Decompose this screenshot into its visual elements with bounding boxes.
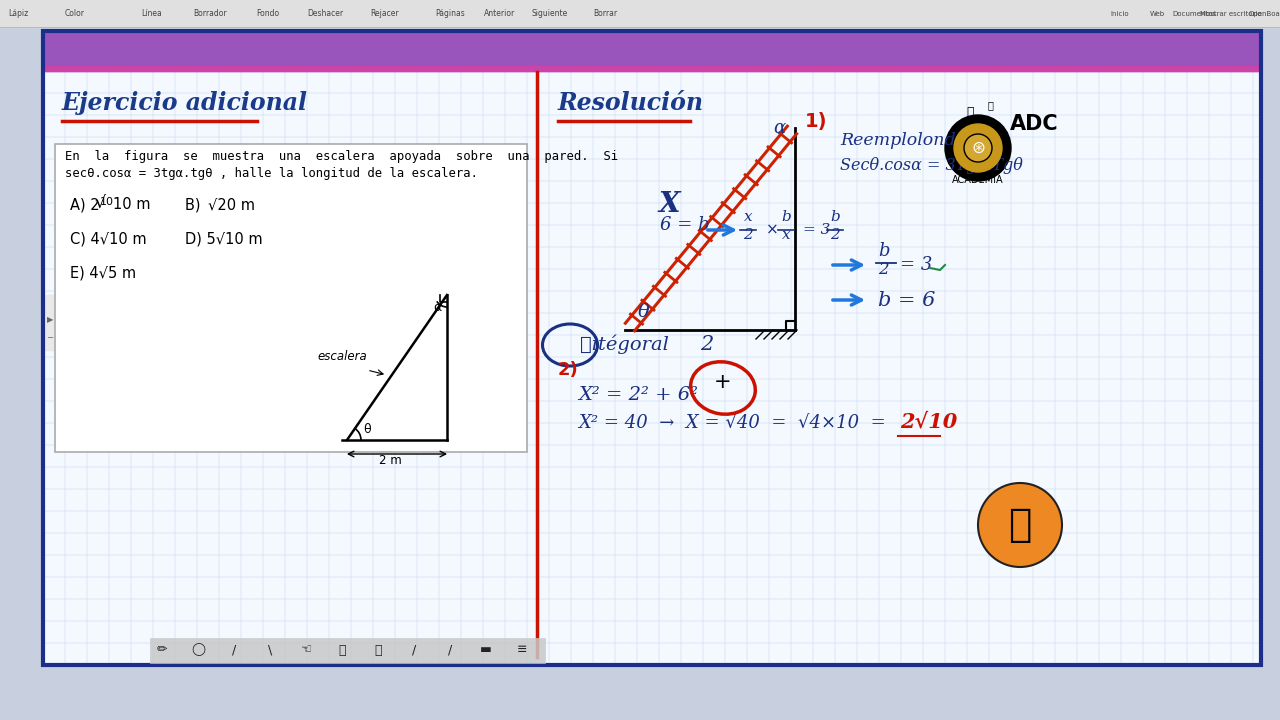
Text: Mostrar escritorio: Mostrar escritorio (1201, 11, 1262, 17)
Text: √20 m: √20 m (207, 197, 255, 212)
Text: 10: 10 (100, 197, 114, 207)
Text: Resolución: Resolución (558, 91, 704, 115)
Text: b: b (831, 210, 840, 224)
Text: Borrador: Borrador (193, 9, 227, 19)
Text: X: X (658, 191, 680, 218)
Text: X² = 2² + 6²: X² = 2² + 6² (579, 386, 698, 404)
Text: b = 6: b = 6 (878, 290, 936, 310)
Text: 6 = b: 6 = b (660, 216, 709, 234)
Text: ≡: ≡ (517, 644, 527, 657)
Text: α: α (433, 301, 442, 314)
Text: 2√10: 2√10 (900, 412, 957, 432)
Circle shape (954, 124, 1002, 172)
Circle shape (978, 483, 1062, 567)
Text: 2: 2 (831, 228, 840, 242)
Text: ▬: ▬ (480, 644, 492, 657)
Text: Web: Web (1149, 11, 1165, 17)
Bar (44, 295, 58, 350)
Text: 2: 2 (700, 335, 713, 354)
Bar (44, 31, 1261, 665)
Text: secθ.cosα = 3tgα.tgθ , halle la longitud de la escalera.: secθ.cosα = 3tgα.tgθ , halle la longitud… (65, 167, 477, 180)
Text: Ejercicio adicional: Ejercicio adicional (61, 91, 308, 115)
Text: C) 4√10 m: C) 4√10 m (70, 231, 147, 246)
Text: /: / (448, 644, 452, 657)
Text: escalera: escalera (317, 350, 367, 363)
Text: 🌸: 🌸 (966, 106, 974, 119)
Text: X² = 40  →  X = √40  =  √4×10  =: X² = 40 → X = √40 = √4×10 = (579, 414, 891, 432)
Text: Borrar: Borrar (593, 9, 617, 19)
Text: 2: 2 (744, 228, 753, 242)
Text: Páginas: Páginas (435, 9, 465, 19)
Text: x: x (744, 210, 753, 224)
Bar (44, 66, 1261, 71)
Text: \: \ (268, 644, 273, 657)
Text: Inicio: Inicio (1111, 11, 1129, 17)
Bar (150, 638, 545, 663)
Text: B): B) (186, 197, 205, 212)
Text: 10 m: 10 m (113, 197, 151, 212)
Text: ✏: ✏ (156, 644, 168, 657)
Text: 🔎: 🔎 (374, 644, 381, 657)
Circle shape (964, 134, 992, 162)
Text: α: α (773, 119, 785, 137)
Text: 2): 2) (558, 361, 579, 379)
Text: θ: θ (637, 303, 650, 321)
Circle shape (945, 115, 1011, 181)
Text: +: + (714, 372, 732, 392)
Text: D) 5√10 m: D) 5√10 m (186, 231, 262, 246)
Text: 2 m: 2 m (379, 454, 402, 467)
Text: E) 4√5 m: E) 4√5 m (70, 265, 136, 280)
Text: ▶: ▶ (47, 315, 54, 325)
Text: A) 2: A) 2 (70, 197, 100, 212)
Text: Rejacer: Rejacer (371, 9, 399, 19)
Text: /: / (232, 644, 236, 657)
Text: Documentos: Documentos (1172, 11, 1216, 17)
Text: Línea: Línea (142, 9, 163, 19)
Text: x: x (782, 228, 790, 242)
Bar (44, 31, 1261, 71)
Text: Anterior: Anterior (484, 9, 516, 19)
Text: 🐦: 🐦 (987, 100, 993, 110)
Text: 🐯: 🐯 (1009, 506, 1032, 544)
Text: = 3: = 3 (803, 223, 831, 237)
Text: Siguiente: Siguiente (532, 9, 568, 19)
Text: Deshacer: Deshacer (307, 9, 343, 19)
Text: b: b (781, 210, 791, 224)
Text: Reemplolondo...: Reemplolondo... (840, 132, 982, 149)
Text: ADC: ADC (1010, 114, 1059, 134)
Text: Color: Color (65, 9, 84, 19)
Text: b: b (878, 242, 890, 260)
Text: OpenBoard: OpenBoard (1248, 11, 1280, 17)
Text: ×: × (765, 222, 778, 238)
Text: = 3: = 3 (900, 256, 932, 274)
Text: 1): 1) (805, 112, 827, 131)
Text: Secθ.cosα = 3Tgα.Tgθ: Secθ.cosα = 3Tgα.Tgθ (840, 157, 1023, 174)
Text: 🔍: 🔍 (338, 644, 346, 657)
Text: θ: θ (364, 423, 371, 436)
Bar (0, 0, 1280, 27)
Text: Fondo: Fondo (256, 9, 279, 19)
FancyBboxPatch shape (55, 144, 527, 452)
Text: 2: 2 (878, 261, 888, 278)
Text: √: √ (93, 195, 105, 213)
Text: ⊛: ⊛ (972, 139, 984, 157)
Text: ☜: ☜ (301, 644, 311, 657)
Text: ◯: ◯ (191, 644, 205, 657)
Text: Lápiz: Lápiz (8, 9, 28, 19)
Text: /: / (412, 644, 416, 657)
Text: ℙitégoral: ℙitégoral (580, 335, 669, 354)
Text: ─: ─ (47, 333, 52, 341)
Text: En  la  figura  se  muestra  una  escalera  apoyada  sobre  una  pared.  Si: En la figura se muestra una escalera apo… (65, 150, 618, 163)
Bar (44, 31, 1261, 665)
Text: ACADEMIA: ACADEMIA (952, 175, 1004, 185)
